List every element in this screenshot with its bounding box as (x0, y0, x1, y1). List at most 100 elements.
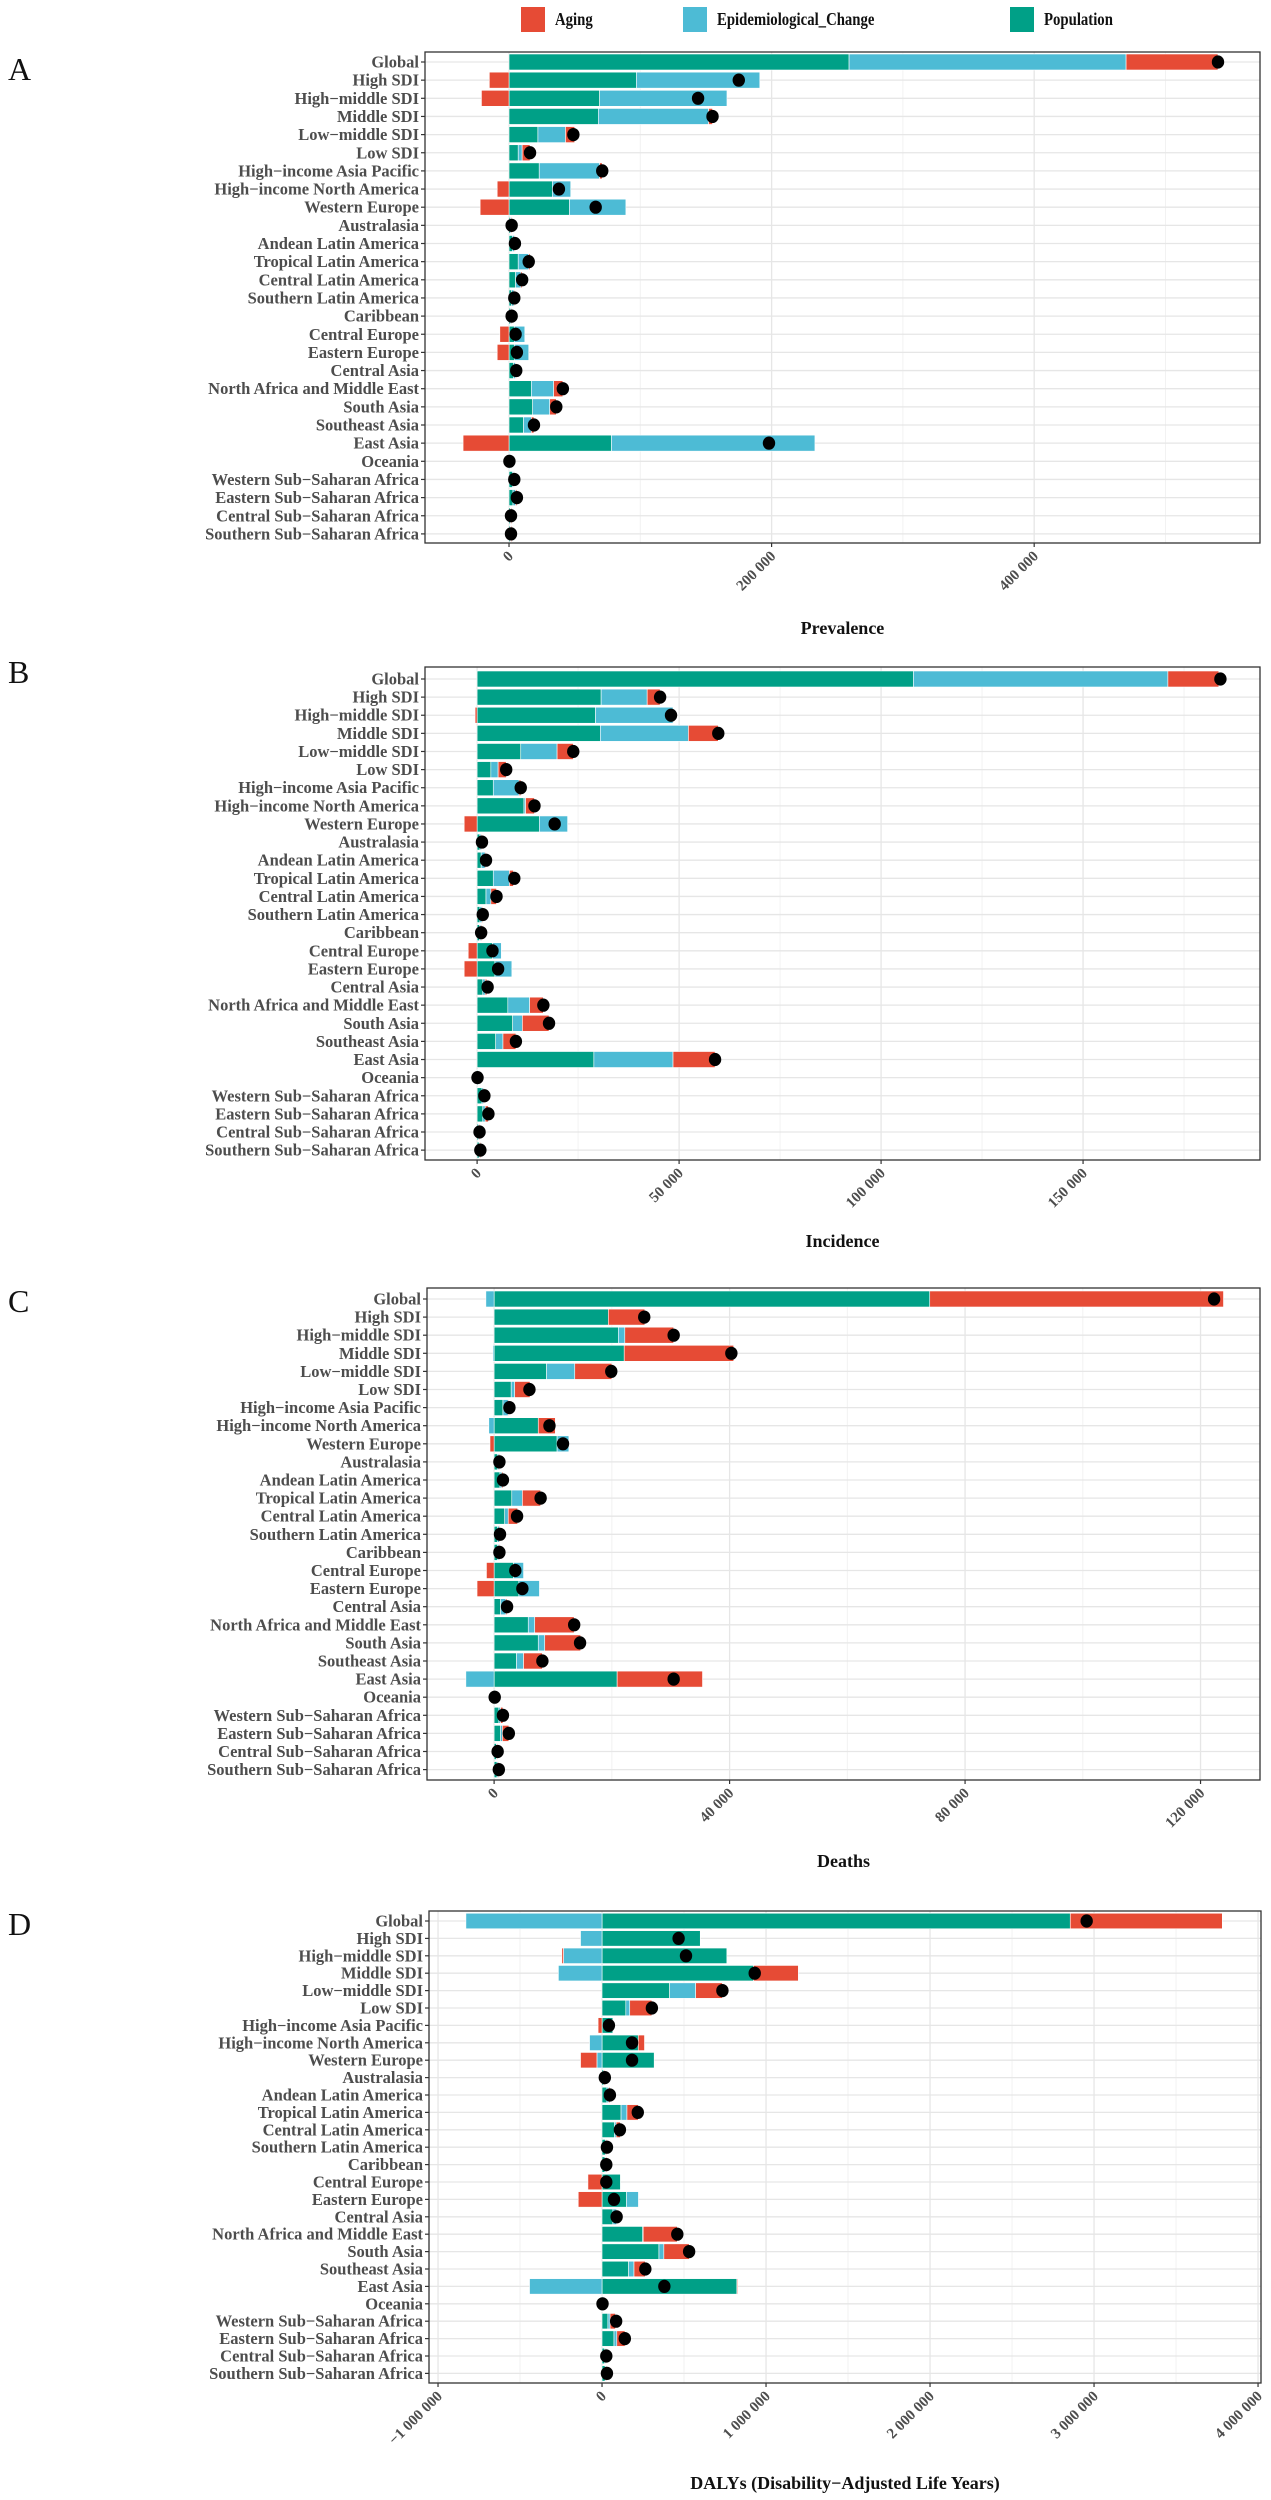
bar-epidemiological-change (512, 1014, 523, 1032)
category-label: Central Latin America (261, 1507, 421, 1526)
bar-epidemiological-change (516, 1652, 524, 1670)
bar-population (601, 2330, 615, 2347)
bar-population (493, 1634, 539, 1652)
bar-population (476, 725, 601, 742)
total-change-dot (505, 309, 518, 323)
category-label: High−middle SDI (295, 706, 419, 725)
bar-population (476, 1014, 513, 1032)
total-change-dot (471, 1071, 484, 1085)
category-label: Oceania (363, 1688, 421, 1707)
total-change-dot (638, 1310, 651, 1324)
plot-border (426, 1287, 1261, 1781)
category-label: Southern Sub−Saharan Africa (205, 524, 419, 543)
bar-aging (1125, 53, 1219, 71)
bar-population (476, 706, 596, 724)
total-change-dot (508, 291, 521, 305)
category-label: Australasia (340, 1452, 421, 1471)
total-change-dot (496, 1473, 510, 1487)
bar-population (476, 888, 487, 905)
category-label: Western Sub−Saharan Africa (212, 1086, 419, 1105)
bar-aging (496, 180, 510, 198)
bar-epidemiological-change (626, 2191, 639, 2208)
bar-population (493, 1399, 504, 1416)
bar-population (476, 779, 494, 797)
x-tick-label: 40 000 (697, 1786, 737, 1826)
bar-population (508, 380, 532, 398)
total-change-dot (613, 2123, 627, 2137)
bar-aging (496, 344, 510, 361)
legend-label: Epidemiological_Change (717, 8, 875, 29)
bar-population (493, 1363, 547, 1380)
category-label: Central Asia (335, 2207, 423, 2226)
category-label: High−income North America (214, 796, 419, 815)
total-change-dot (1080, 1914, 1093, 1928)
total-change-dot (732, 73, 745, 87)
category-label: High SDI (355, 1308, 421, 1327)
bar-epidemiological-change (596, 2052, 603, 2069)
bar-aging (489, 71, 510, 89)
bar-population (493, 1507, 506, 1525)
bar-epidemiological-change (580, 1930, 603, 1947)
bar-epidemiological-change (848, 53, 1127, 71)
bar-epidemiological-change (529, 2278, 603, 2295)
bar-epidemiological-change (504, 1507, 509, 1525)
bar-aging (1167, 670, 1220, 688)
bar-population (476, 1105, 484, 1123)
bar-epidemiological-change (510, 1381, 516, 1398)
total-change-dot (490, 889, 503, 904)
bar-population (508, 162, 540, 180)
legend-item-aging: Aging (521, 4, 601, 34)
category-label: Western Europe (304, 814, 419, 833)
plot-border (424, 51, 1261, 544)
x-axis-title: Deaths (817, 1851, 870, 1871)
x-axis-title: Prevalence (801, 618, 885, 638)
category-label: Eastern Europe (310, 1579, 421, 1598)
x-tick-label: 0 (468, 1166, 485, 1183)
total-change-dot (596, 164, 609, 178)
total-change-dot (509, 1563, 522, 1578)
legend-swatch-population (1010, 6, 1034, 32)
category-label: Western Europe (308, 2051, 423, 2070)
bar-aging (624, 1326, 674, 1344)
bar-epidemiological-change (600, 688, 648, 706)
bar-population (601, 2121, 615, 2138)
panel-letter: D (8, 1906, 31, 1942)
bar-epidemiological-change (620, 2104, 628, 2121)
bar-aging (672, 1051, 716, 1068)
total-change-dot (481, 980, 494, 994)
total-change-dot (607, 2192, 621, 2206)
category-label: Low−middle SDI (298, 742, 419, 761)
category-label: North Africa and Middle East (208, 379, 419, 398)
total-change-dot (488, 1690, 501, 1704)
category-label: South Asia (345, 1633, 421, 1652)
x-tick-label: 3 000 000 (1048, 2389, 1102, 2443)
bar-population (508, 253, 519, 270)
total-change-dot (473, 1125, 486, 1139)
total-change-dot (479, 853, 493, 867)
bar-epidemiological-change (625, 1999, 631, 2017)
bar-population (601, 2104, 622, 2121)
total-change-dot (510, 1509, 524, 1523)
bar-population (508, 198, 570, 216)
category-label: Low SDI (356, 760, 419, 779)
category-label: East Asia (353, 434, 419, 453)
total-change-dot (503, 454, 516, 468)
bar-epidemiological-change (611, 434, 816, 452)
total-change-dot (536, 1654, 549, 1668)
bar-population (493, 1308, 609, 1326)
total-change-dot (708, 1052, 722, 1067)
bar-epidemiological-change (532, 398, 551, 416)
bar-population (493, 1326, 619, 1344)
total-change-dot (502, 1726, 516, 1740)
total-change-dot (706, 109, 719, 124)
total-change-dot (1207, 1292, 1221, 1306)
category-label: Middle SDI (337, 107, 419, 126)
total-change-dot (600, 2366, 614, 2380)
total-change-dot (504, 509, 518, 523)
total-change-dot (567, 744, 580, 759)
bar-population (476, 688, 602, 706)
bar-epidemiological-change (465, 1670, 495, 1688)
category-label: Central Asia (333, 1597, 421, 1616)
bar-epidemiological-change (636, 71, 761, 89)
bar-population (508, 180, 553, 198)
